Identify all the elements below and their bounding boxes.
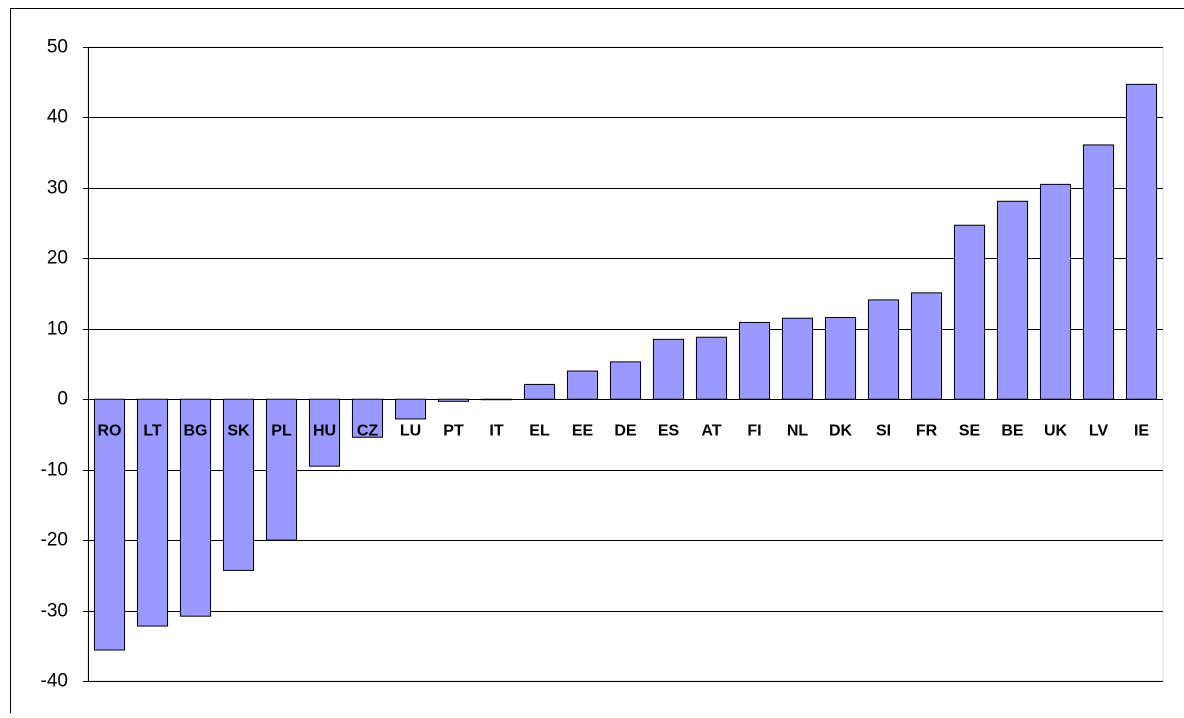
x-tick-label: SE [959, 422, 981, 439]
bar [438, 399, 468, 401]
y-tick-label: 40 [47, 107, 68, 128]
x-tick-label: EE [572, 422, 594, 439]
y-tick-label: 20 [47, 248, 68, 269]
x-tick-label: CZ [357, 422, 379, 439]
x-tick-label: IT [489, 422, 503, 439]
bar [954, 225, 984, 399]
x-tick-label: IE [1134, 422, 1149, 439]
y-tick-label: 30 [47, 178, 68, 199]
x-tick-label: SK [227, 422, 250, 439]
x-tick-label: RO [98, 422, 122, 439]
x-tick-label: ES [658, 422, 680, 439]
x-tick-label: LT [143, 422, 162, 439]
bar [610, 362, 640, 399]
bar [395, 399, 425, 419]
bar [782, 318, 812, 399]
x-tick-label: AT [701, 422, 721, 439]
bar [739, 322, 769, 399]
bar [481, 399, 511, 400]
x-tick-label: SI [876, 422, 891, 439]
y-tick-label: -40 [41, 671, 68, 692]
x-tick-label: PT [443, 422, 464, 439]
x-tick-label: PL [271, 422, 292, 439]
x-tick-label: NL [787, 422, 809, 439]
y-tick-label: 10 [47, 319, 68, 340]
y-tick-label: 0 [57, 389, 68, 410]
x-tick-label: BE [1001, 422, 1024, 439]
bar [567, 371, 597, 399]
bar [653, 339, 683, 399]
x-tick-label: FI [747, 422, 761, 439]
y-tick-label: -30 [41, 601, 68, 622]
x-tick-label: FR [916, 422, 938, 439]
x-tick-label: EL [529, 422, 550, 439]
bar [696, 337, 726, 399]
x-tick-label: LV [1089, 422, 1109, 439]
bar [868, 300, 898, 399]
x-tick-label: DK [829, 422, 853, 439]
x-tick-label: BG [184, 422, 208, 439]
bar [1126, 84, 1156, 399]
bar [1040, 184, 1070, 399]
y-tick-label: -20 [41, 530, 68, 551]
x-tick-label: UK [1044, 422, 1068, 439]
bar [524, 384, 554, 399]
y-tick-label: 50 [47, 37, 68, 58]
x-tick-label: LU [400, 422, 421, 439]
bar [1083, 145, 1113, 399]
y-tick-label: -10 [41, 460, 68, 481]
bar [266, 399, 296, 540]
bar [911, 293, 941, 399]
bar [825, 318, 855, 400]
bar [997, 201, 1027, 399]
x-tick-label: HU [313, 422, 336, 439]
x-tick-label: DE [614, 422, 637, 439]
